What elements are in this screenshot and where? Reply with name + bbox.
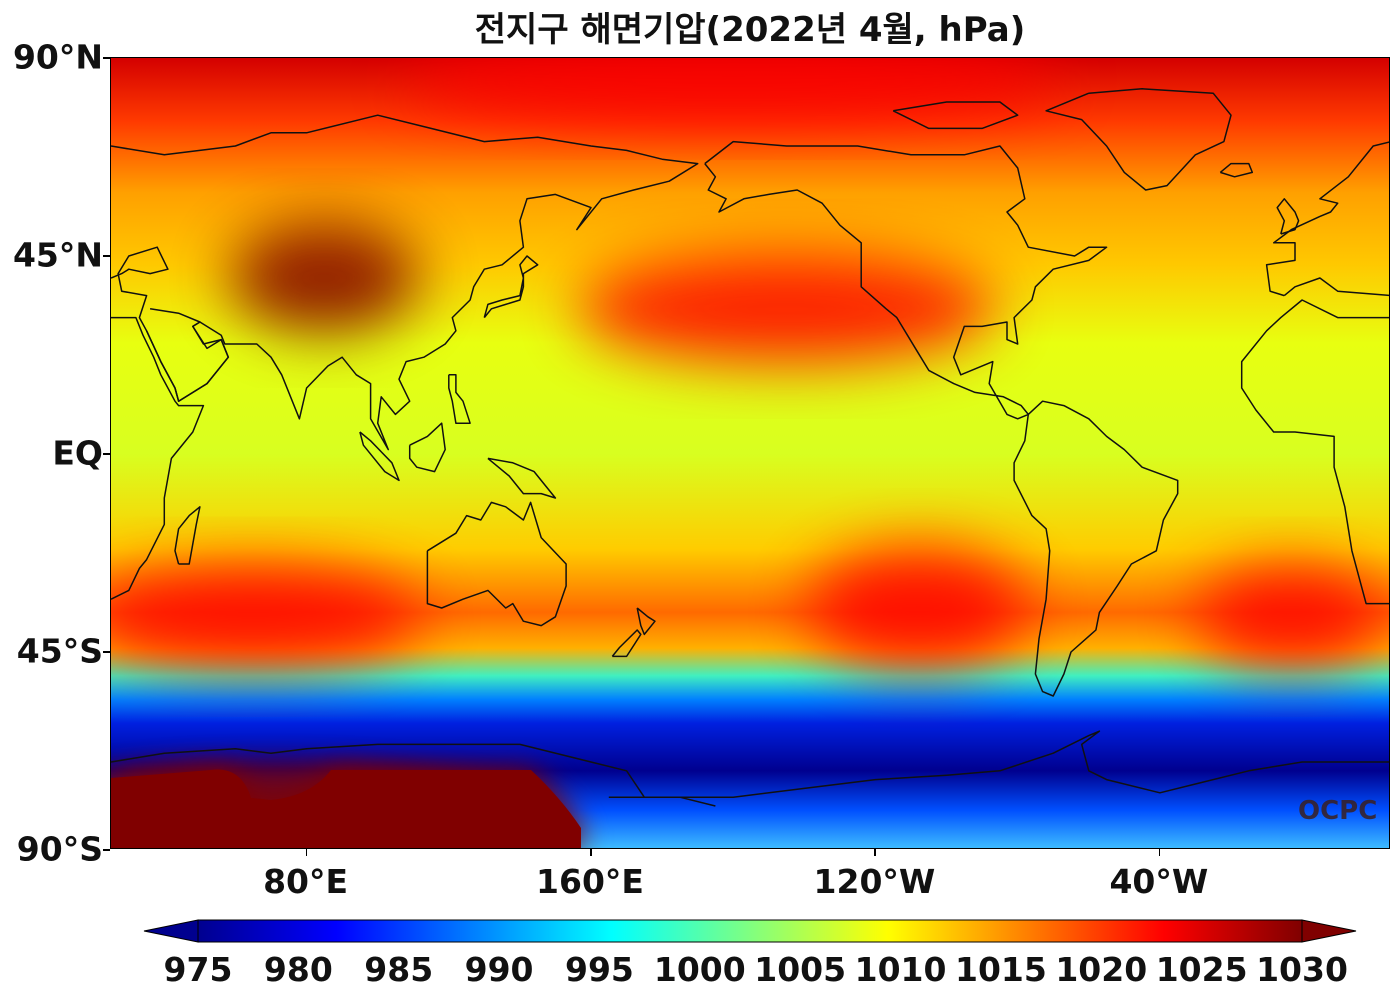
lon-label: 80°E	[263, 862, 349, 901]
coastline	[426, 501, 567, 627]
colorbar-tick-label: 995	[565, 950, 634, 989]
lon-tick	[590, 849, 592, 856]
pressure-cell	[576, 253, 997, 364]
colorbar-body	[197, 919, 1303, 943]
coastline	[483, 255, 539, 319]
colorbar-tick-label: 1015	[954, 950, 1047, 989]
coastline	[111, 316, 205, 600]
coastline	[1240, 299, 1389, 605]
colorbar-tick-label: 1030	[1256, 950, 1348, 989]
pressure-map	[110, 57, 1390, 849]
coastline	[1219, 162, 1254, 178]
colorbar	[143, 919, 1357, 943]
coastline	[636, 607, 656, 636]
colorbar-tick-label: 1010	[854, 950, 947, 989]
coastline	[174, 506, 201, 565]
lat-label: 45°S	[16, 631, 103, 671]
antarctic-high-core	[111, 769, 581, 848]
colorbar-tick-label: 985	[364, 950, 434, 989]
coastline	[408, 422, 446, 473]
coastline	[448, 374, 471, 424]
coastline	[1276, 198, 1300, 235]
lon-label: 40°W	[1109, 862, 1209, 901]
coastline	[608, 796, 716, 807]
lat-tick	[103, 651, 110, 653]
colorbar-tick-label: 975	[163, 950, 233, 989]
ocpc-watermark: OCPC	[1298, 796, 1378, 826]
background-field	[111, 58, 1389, 848]
lat-label: EQ	[52, 433, 103, 473]
lat-tick	[103, 255, 110, 257]
coastline	[487, 457, 557, 499]
lat-tick	[103, 453, 110, 455]
coastline	[359, 431, 400, 482]
lon-tick	[874, 849, 876, 856]
coastline	[1013, 400, 1179, 697]
pressure-cells	[111, 58, 1387, 848]
colorbar-tick-label: 990	[464, 950, 534, 989]
coastline	[1283, 277, 1389, 297]
lat-label: 90°S	[16, 829, 103, 869]
pressure-cell	[808, 548, 1029, 668]
lon-label: 160°E	[536, 862, 644, 901]
pressure-cell	[1196, 566, 1387, 667]
colorbar-max-extension	[1301, 919, 1357, 943]
colorbar-tick-label: 1020	[1055, 950, 1148, 989]
coastline	[611, 629, 642, 658]
colorbar-tick-label: 1005	[754, 950, 847, 989]
lat-label: 90°N	[12, 37, 103, 77]
coastline	[704, 140, 1108, 420]
coastlines	[111, 88, 1389, 807]
coastline	[892, 101, 1019, 130]
lat-label: 45°N	[12, 235, 103, 275]
pressure-field	[111, 58, 1389, 848]
coastline	[145, 308, 230, 402]
colorbar-min-extension	[143, 919, 199, 943]
lat-tick	[103, 849, 110, 851]
colorbar-tick-label: 1025	[1155, 950, 1248, 989]
lat-tick	[103, 57, 110, 59]
pressure-cell	[111, 566, 424, 667]
colorbar-tick-label: 1000	[653, 950, 746, 989]
colorbar-tick-label: 980	[263, 950, 333, 989]
lon-tick	[305, 849, 308, 856]
chart-title: 전지구 해면기압(2022년 4월, hPa)	[474, 10, 1026, 50]
lon-tick	[1158, 849, 1161, 856]
coastline	[1265, 141, 1389, 297]
pressure-cell	[403, 58, 1064, 120]
lon-label: 120°W	[813, 862, 936, 901]
coastline	[111, 730, 1389, 798]
pressure-cell	[229, 223, 420, 333]
coastline	[1045, 88, 1232, 191]
